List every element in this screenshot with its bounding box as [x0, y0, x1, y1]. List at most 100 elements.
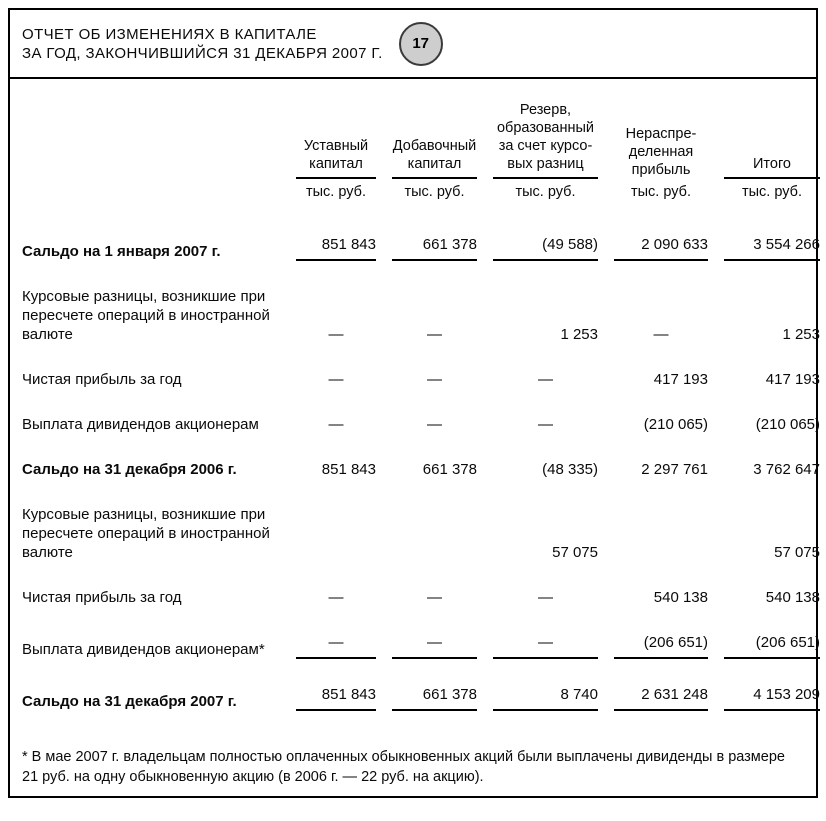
cell-value: (210 065) [755, 416, 820, 433]
column-title-line: за счет курсо- [498, 138, 593, 154]
cell-value: 2 297 761 [641, 461, 708, 478]
column-title-line: Уставный [303, 138, 369, 154]
cell-value: (206 651) [614, 633, 708, 659]
row-label: Выплата дивидендов акционерам [22, 416, 259, 433]
cell: (206 651) [708, 607, 820, 659]
cell: — [477, 607, 598, 659]
cell [598, 479, 708, 562]
cell-value: (206 651) [724, 633, 820, 659]
table-header: Уставный капитал тыс. руб. Добавочный капита… [10, 101, 820, 200]
cell-value: 851 843 [321, 461, 376, 478]
cell: — [598, 261, 708, 344]
column-title-line: образованный [496, 120, 595, 136]
column-header: Уставный капитал тыс. руб. [280, 101, 376, 200]
table-row: Выплата дивидендов акционерам* — — — (206 65… [10, 607, 820, 659]
cell: — [376, 562, 477, 607]
cell-value: 417 193 [765, 371, 820, 388]
cell: 417 193 [708, 344, 820, 389]
page-number-badge: 17 [398, 21, 443, 66]
cell: 851 843 [280, 659, 376, 711]
cell-value: — [328, 416, 344, 433]
footnote-text: * В мае 2007 г. владельцам полностью опл… [22, 749, 785, 785]
row-label: Чистая прибыль за год [22, 589, 182, 606]
cell-value: — [538, 416, 553, 433]
table-row: Чистая прибыль за год — — — 540 138 540 138 [10, 562, 820, 607]
cell-value: — [538, 371, 553, 388]
cell: — [280, 344, 376, 389]
row-label: Сальдо на 31 декабря 2006 г. [22, 461, 237, 478]
cell-value: — [653, 326, 669, 343]
cell-value: — [427, 416, 442, 433]
cell: — [280, 389, 376, 434]
cell: 661 378 [376, 659, 477, 711]
column-title-line: деленная [628, 144, 694, 160]
cell: 57 075 [477, 479, 598, 562]
cell: 2 090 633 [598, 200, 708, 261]
cell: 851 843 [280, 434, 376, 479]
cell-value: 661 378 [392, 685, 477, 711]
cell: 2 631 248 [598, 659, 708, 711]
cell-value: 851 843 [296, 235, 376, 261]
cell-value: — [538, 589, 553, 606]
cell-value: 1 253 [782, 326, 820, 343]
cell: (210 065) [598, 389, 708, 434]
cell: — [477, 389, 598, 434]
cell: (210 065) [708, 389, 820, 434]
cell-value: 4 153 209 [724, 685, 820, 711]
cell-value: 57 075 [552, 544, 598, 561]
cell-value: (49 588) [493, 235, 598, 261]
cell-value: (48 335) [542, 461, 598, 478]
cell: 540 138 [598, 562, 708, 607]
table-row: Сальдо на 31 декабря 2006 г. 851 843 661 3… [10, 434, 820, 479]
cell: 4 153 209 [708, 659, 820, 711]
cell-value: 3 762 647 [753, 461, 820, 478]
cell: 661 378 [376, 200, 477, 261]
cell-value: — [427, 589, 442, 606]
cell: 1 253 [708, 261, 820, 344]
column-title: Добавочный капитал [392, 137, 477, 179]
cell [280, 479, 376, 562]
table-row: Сальдо на 1 января 2007 г. 851 843 661 378… [10, 200, 820, 261]
cell-value: — [328, 589, 344, 606]
header-row: Уставный капитал тыс. руб. Добавочный капита… [10, 101, 820, 200]
cell-value: 540 138 [765, 589, 820, 606]
cell: 3 554 266 [708, 200, 820, 261]
column-title: Уставный капитал [296, 137, 376, 179]
column-header: Нераспре-деленная прибыль тыс. руб. [598, 101, 708, 200]
table-row: Курсовые разницы, возникшие при пересчет… [10, 479, 820, 562]
column-header-rowlabels [10, 101, 280, 200]
cell-value: — [427, 371, 442, 388]
report-title-line2: ЗА ГОД, ЗАКОНЧИВШИЙСЯ 31 ДЕКАБРЯ 2007 Г. [22, 44, 383, 62]
cell: — [280, 562, 376, 607]
cell: — [376, 261, 477, 344]
cell-value: 8 740 [493, 685, 598, 711]
page-number: 17 [412, 35, 430, 52]
cell: — [477, 562, 598, 607]
cell-value: 540 138 [653, 589, 708, 606]
cell: 3 762 647 [708, 434, 820, 479]
cell-value: 2 090 633 [614, 235, 708, 261]
cell: 1 253 [477, 261, 598, 344]
cell-value: 661 378 [392, 235, 477, 261]
column-title-line: Нераспре- [625, 126, 697, 142]
cell: 851 843 [280, 200, 376, 261]
column-unit: тыс. руб. [630, 184, 692, 200]
column-title-line: Резерв, [519, 102, 572, 118]
cell: — [376, 607, 477, 659]
column-title-line: прибыль [631, 162, 691, 178]
table-body: Сальдо на 1 января 2007 г. 851 843 661 378… [10, 200, 820, 711]
column-title-line: Итого [753, 156, 791, 172]
cell: 661 378 [376, 434, 477, 479]
cell: — [477, 344, 598, 389]
row-label: Курсовые разницы, возникшие при пересчет… [22, 288, 270, 343]
cell: — [376, 344, 477, 389]
column-unit: тыс. руб. [404, 184, 465, 200]
table-row: Чистая прибыль за год — — — 417 193 417 193 [10, 344, 820, 389]
footnote: * В мае 2007 г. владельцам полностью опл… [10, 747, 816, 796]
cell: — [376, 389, 477, 434]
column-title: Нераспре-деленная прибыль [614, 125, 708, 179]
cell-value: — [392, 633, 477, 659]
cell-value: 57 075 [774, 544, 820, 561]
cell: (206 651) [598, 607, 708, 659]
report-title: ОТЧЕТ ОБ ИЗМЕНЕНИЯХ В КАПИТАЛЕ ЗА ГОД, З… [22, 25, 383, 63]
